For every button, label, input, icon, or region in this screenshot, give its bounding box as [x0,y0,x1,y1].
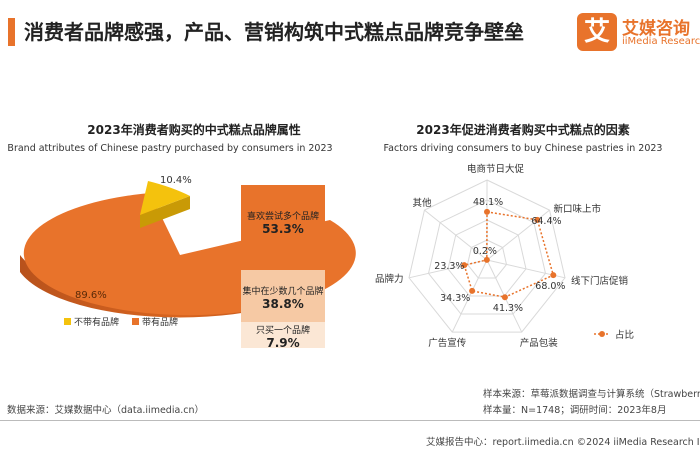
sample-size: 样本量：N=1748；调研时间：2023年8月 [483,405,667,416]
breakdown-bar-multi: 喜欢尝试多个品牌 53.3% [241,185,325,270]
radar-legend-marker [599,331,605,337]
breakdown-bar-few: 集中在少数几个品牌 38.8% [241,270,325,322]
radar-point-3 [501,294,508,301]
legend-swatch-branded [132,318,139,325]
radar-category-label-1: 新口味上市 [554,203,602,215]
radar-point-5 [461,262,468,269]
breakdown-label-few: 集中在少数几个品牌 [242,287,324,297]
radar-category-label-3: 产品包装 [520,337,559,349]
radar-value-label-6: 0.2% [473,246,497,257]
radar-axis-4 [451,259,488,333]
legend-swatch-unbranded [64,318,71,325]
breakdown-value-single: 7.9% [266,336,300,350]
radar-value-label-2: 68.0% [535,281,565,292]
title-accent-bar [8,18,15,46]
radar-category-label-2: 线下门店促销 [571,275,629,287]
legend-label-unbranded: 不带有品牌 [74,316,119,328]
breakdown-value-few: 38.8% [262,297,304,311]
brand-subname: iiMedia Research [622,36,700,47]
radar-category-label-0: 电商节日大促 [467,163,525,175]
radar-point-0 [484,208,490,215]
radar-series-line [463,211,555,298]
radar-axis-6 [424,209,488,261]
radar-grid-ring-2 [427,199,547,315]
brand-name: 艾媒咨询 [622,19,690,39]
radar-grid-ring-1 [447,219,527,297]
pie-chart-title: 2023年消费者购买的中式糕点品牌属性 [87,123,301,137]
radar-point-4 [469,287,476,294]
pie-label-branded: 89.6% [75,290,107,301]
brand-logo-icon: 艾 [577,13,617,51]
footer-divider [0,420,700,421]
radar-chart: 48.1% 64.4% 68.0% 41.3% 34.3% 23.3% 0.2% 电商节日大促… [375,163,634,349]
radar-grid-ring-0 [466,239,508,279]
sample-source: 样本来源：草莓派数据调查与计算系统（Strawberry Pie） [483,389,700,400]
radar-point-1 [534,216,541,223]
radar-legend-label: 占比 [615,329,634,341]
breakdown-label-multi: 喜欢尝试多个品牌 [246,212,319,222]
radar-value-label-5: 23.3% [434,261,464,272]
pie-label-unbranded: 10.4% [160,175,192,186]
radar-value-label-3: 41.3% [493,303,523,314]
data-source: 数据来源：艾媒数据中心（data.iimedia.cn） [7,405,205,416]
link-arrow-icon [215,254,239,276]
page-title: 消费者品牌感强，产品、营销构筑中式糕点品牌竞争壁垒 [24,20,524,44]
radar-value-label-0: 48.1% [473,197,503,208]
radar-category-label-4: 广告宣传 [428,337,467,349]
pie-chart-subtitle: Brand attributes of Chinese pastry purch… [7,143,333,154]
breakdown-bar-single: 只买一个品牌 7.9% [241,322,325,350]
radar-chart-subtitle: Factors driving consumers to buy Chinese… [383,143,663,154]
legend-label-branded: 带有品牌 [142,316,178,328]
pie-slice-unbranded [140,181,190,215]
radar-category-label-6: 其他 [412,197,432,209]
radar-grid-ring-3 [408,179,566,333]
report-footer: 艾媒报告中心：report.iimedia.cn ©2024 iiMedia R… [426,437,700,448]
radar-axis-5 [408,259,488,279]
radar-value-label-4: 34.3% [440,293,470,304]
radar-point-6 [483,256,490,263]
radar-chart-title: 2023年促进消费者购买中式糕点的因素 [416,123,630,137]
breakdown-value-multi: 53.3% [262,222,304,236]
radar-category-label-5: 品牌力 [375,273,404,285]
breakdown-label-single: 只买一个品牌 [255,326,310,336]
pie-slice-unbranded-side [140,196,190,228]
radar-value-label-1: 64.4% [531,216,561,227]
radar-point-2 [550,272,557,279]
